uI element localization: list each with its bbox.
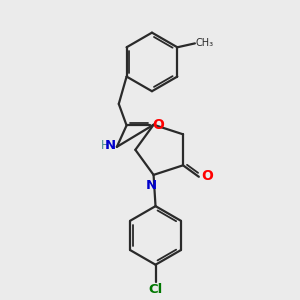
Text: CH₃: CH₃: [196, 38, 214, 48]
Text: N: N: [105, 140, 116, 152]
Text: H: H: [101, 140, 110, 152]
Text: Cl: Cl: [148, 283, 163, 296]
Text: N: N: [146, 179, 157, 192]
Text: O: O: [201, 169, 213, 183]
Text: O: O: [152, 118, 164, 132]
